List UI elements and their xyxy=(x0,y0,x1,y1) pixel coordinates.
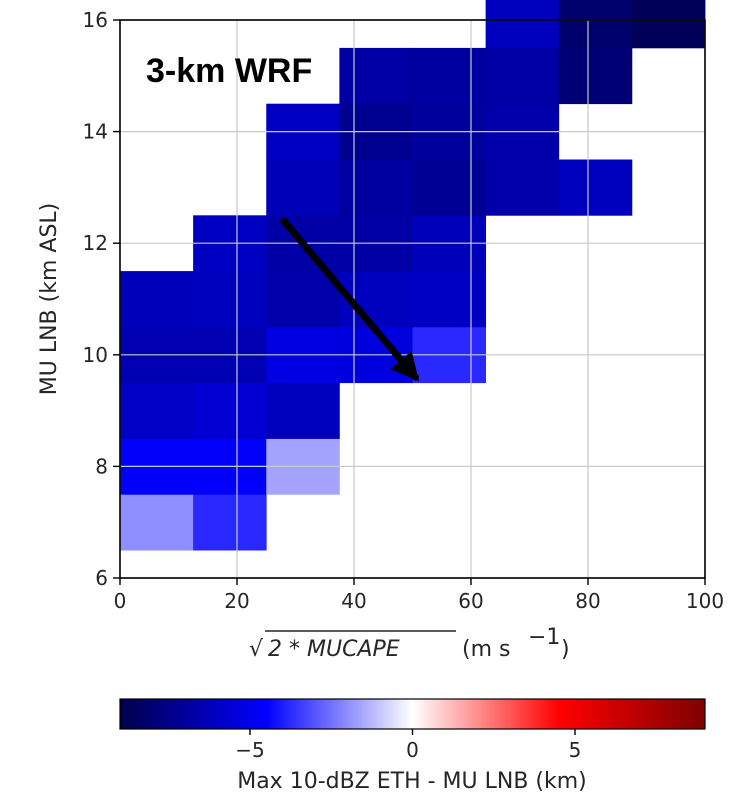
heatmap-cell xyxy=(412,159,487,216)
x-tick-label: 100 xyxy=(686,589,724,613)
heatmap-cell xyxy=(266,271,340,328)
heatmap-cell xyxy=(339,47,413,105)
heatmap-cell xyxy=(558,0,633,49)
heatmap-cell xyxy=(485,47,560,105)
y-tick-label: 6 xyxy=(95,566,108,590)
heatmap-cell xyxy=(631,0,706,49)
colorbar-tick-label: 0 xyxy=(406,738,419,762)
heatmap-cell xyxy=(558,47,633,105)
heatmap-cell xyxy=(558,159,633,216)
x-axis-label-units-exponent: −1 xyxy=(528,625,560,650)
trend-arrow xyxy=(280,217,420,382)
y-tick-label: 10 xyxy=(83,343,108,367)
heatmap-cell xyxy=(120,382,194,439)
x-tick-label: 0 xyxy=(114,589,127,613)
x-tick-label: 80 xyxy=(575,589,600,613)
y-tick-label: 8 xyxy=(95,454,108,478)
colorbar xyxy=(119,698,706,730)
heatmap-cell xyxy=(193,271,267,328)
colorbar-tick-label: −5 xyxy=(235,738,264,762)
y-tick-label: 12 xyxy=(83,231,108,255)
colorbar-tick-label: 5 xyxy=(569,738,582,762)
colorbar-ticks: −5 0 5 xyxy=(235,729,581,762)
colorbar-label: Max 10-dBZ ETH - MU LNB (km) xyxy=(237,769,587,794)
y-axis-label: MU LNB (km ASL) xyxy=(37,203,62,395)
x-tick-label: 60 xyxy=(458,589,483,613)
heatmap-cell xyxy=(412,271,487,328)
y-tick-label: 14 xyxy=(83,120,108,144)
heatmap-cell xyxy=(120,271,194,328)
heatmap-cell xyxy=(120,494,194,551)
heatmap-cell xyxy=(339,159,413,216)
heatmap-cell xyxy=(485,0,560,49)
x-axis-label-sqrt: √ xyxy=(249,637,264,662)
heatmap-cell xyxy=(266,382,340,439)
heatmap-cell xyxy=(412,47,487,105)
x-axis-label: √ 2 * MUCAPE (m s −1 ) xyxy=(249,625,570,662)
x-tick-label: 40 xyxy=(341,589,366,613)
x-axis-label-units: (m s xyxy=(462,637,510,662)
x-axis-label-units-close: ) xyxy=(561,637,570,662)
y-tick-label: 16 xyxy=(83,8,108,32)
heatmap-cell xyxy=(266,159,340,216)
heatmap-cell xyxy=(193,494,267,551)
model-label: 3-km WRF xyxy=(146,52,312,90)
y-axis-ticks: 6 8 10 12 14 16 xyxy=(83,8,120,590)
heatmap-cell xyxy=(193,382,267,439)
x-tick-label: 20 xyxy=(224,589,249,613)
heatmap-cell xyxy=(485,159,560,216)
x-axis-label-expression: 2 * MUCAPE xyxy=(268,637,400,662)
plot-frame xyxy=(119,19,706,579)
x-axis-ticks: 0 20 40 60 80 100 xyxy=(114,578,724,613)
